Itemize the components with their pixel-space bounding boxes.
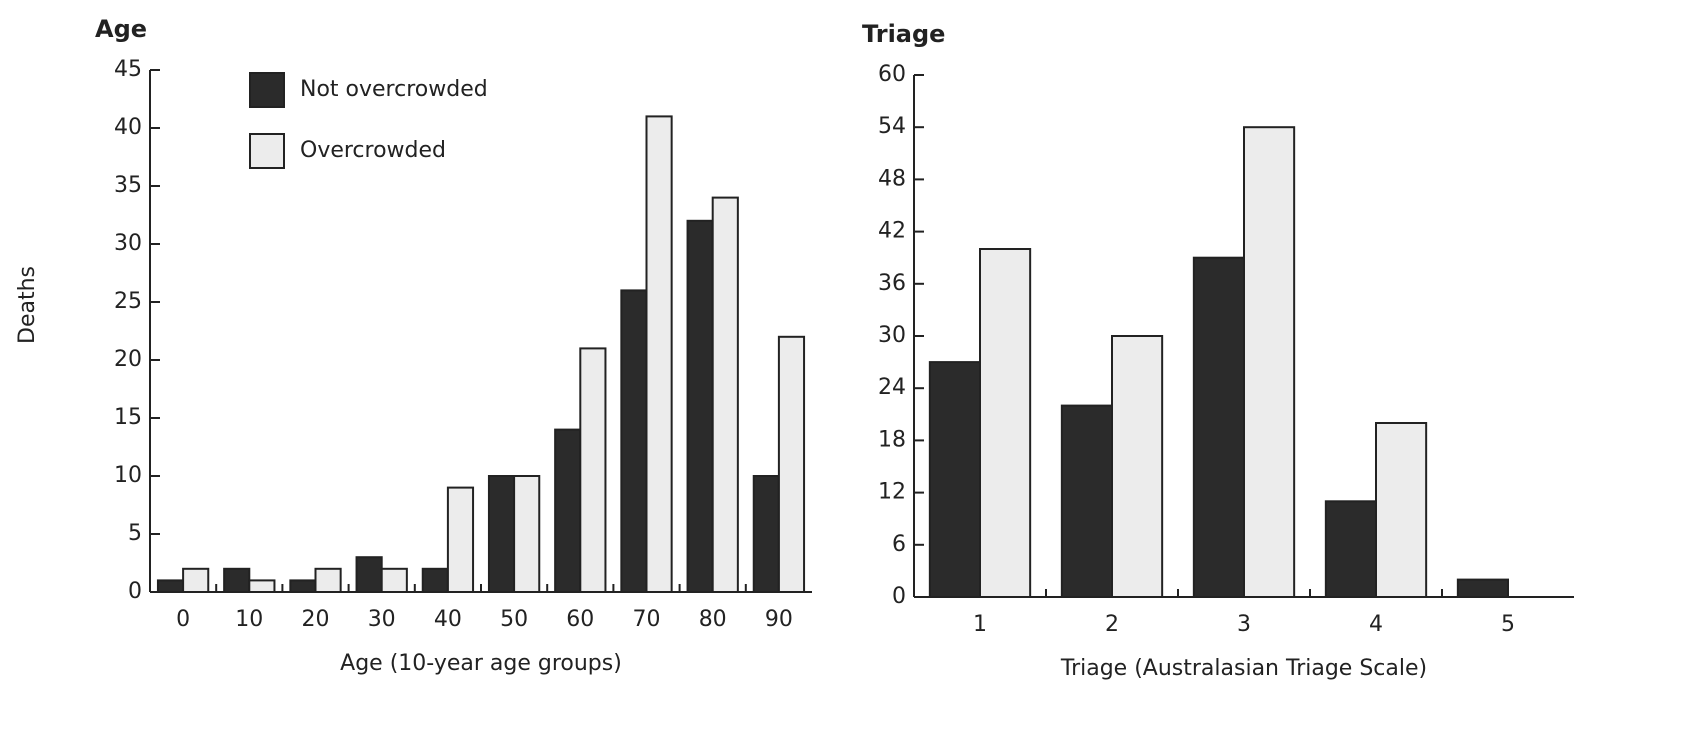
bar bbox=[380, 567, 408, 593]
x-tick-label: 90 bbox=[765, 607, 793, 632]
legend-label: Not overcrowded bbox=[300, 77, 488, 102]
y-tick-label: 36 bbox=[878, 271, 906, 296]
x-tick-label: 0 bbox=[176, 607, 190, 632]
bar bbox=[1243, 126, 1296, 598]
bar bbox=[314, 567, 342, 593]
y-tick-label: 60 bbox=[878, 62, 906, 87]
bar bbox=[979, 248, 1032, 598]
x-tick-label: 60 bbox=[566, 607, 594, 632]
y-tick-label: 12 bbox=[878, 480, 906, 505]
bar bbox=[711, 196, 739, 593]
y-tick-label: 45 bbox=[114, 57, 142, 82]
bar bbox=[1192, 256, 1245, 598]
bar bbox=[248, 579, 276, 594]
x-tick-label: 10 bbox=[235, 607, 263, 632]
bar bbox=[421, 567, 449, 593]
x-tick-label: 20 bbox=[302, 607, 330, 632]
bar bbox=[223, 567, 251, 593]
legend-swatch bbox=[249, 72, 285, 108]
y-tick-label: 48 bbox=[878, 166, 906, 191]
bar bbox=[1324, 500, 1377, 598]
bar bbox=[579, 347, 607, 593]
legend-label: Overcrowded bbox=[300, 138, 446, 163]
bar bbox=[554, 428, 582, 593]
bar bbox=[686, 219, 714, 594]
y-tick-label: 15 bbox=[114, 405, 142, 430]
bar bbox=[487, 475, 516, 593]
x-tick-label: 4 bbox=[1369, 612, 1383, 637]
y-tick-label: 54 bbox=[878, 114, 906, 139]
bar bbox=[446, 486, 475, 594]
x-tick-label: 3 bbox=[1237, 612, 1251, 637]
legend-swatch bbox=[249, 133, 285, 169]
bar bbox=[156, 579, 185, 594]
y-tick-label: 6 bbox=[892, 532, 906, 557]
y-tick-label: 42 bbox=[878, 219, 906, 244]
y-tick-label: 25 bbox=[114, 289, 142, 314]
bar bbox=[928, 361, 982, 598]
bar bbox=[620, 289, 648, 593]
x-tick-label: 80 bbox=[699, 607, 727, 632]
bar bbox=[289, 579, 317, 594]
x-axis-label: Triage (Australasian Triage Scale) bbox=[1060, 656, 1427, 681]
y-tick-label: 24 bbox=[878, 375, 906, 400]
y-tick-label: 5 bbox=[128, 521, 142, 546]
y-tick-label: 30 bbox=[878, 323, 906, 348]
bar bbox=[1111, 335, 1164, 598]
y-tick-label: 18 bbox=[878, 427, 906, 452]
bar bbox=[777, 335, 806, 593]
y-tick-label: 20 bbox=[114, 347, 142, 372]
x-tick-label: 40 bbox=[434, 607, 462, 632]
x-axis-label: Age (10-year age groups) bbox=[340, 651, 622, 676]
bar bbox=[1060, 404, 1113, 598]
x-tick-label: 50 bbox=[500, 607, 528, 632]
y-axis-label: Deaths bbox=[15, 266, 40, 344]
y-tick-label: 40 bbox=[114, 115, 142, 140]
bar bbox=[1456, 578, 1509, 598]
bar bbox=[1375, 422, 1428, 598]
x-tick-label: 2 bbox=[1105, 612, 1119, 637]
y-tick-label: 10 bbox=[114, 463, 142, 488]
bar bbox=[182, 567, 210, 593]
y-tick-label: 30 bbox=[114, 231, 142, 256]
bar bbox=[752, 475, 780, 593]
x-tick-label: 70 bbox=[633, 607, 661, 632]
bar bbox=[645, 115, 673, 594]
x-tick-label: 5 bbox=[1501, 612, 1515, 637]
bar bbox=[355, 556, 383, 594]
bar bbox=[513, 475, 541, 593]
x-tick-label: 30 bbox=[368, 607, 396, 632]
chart-title: Triage bbox=[862, 20, 945, 48]
x-tick-label: 1 bbox=[973, 612, 987, 637]
chart-title: Age bbox=[95, 15, 147, 43]
y-tick-label: 35 bbox=[114, 173, 142, 198]
y-tick-label: 0 bbox=[892, 584, 906, 609]
y-tick-label: 0 bbox=[128, 579, 142, 604]
